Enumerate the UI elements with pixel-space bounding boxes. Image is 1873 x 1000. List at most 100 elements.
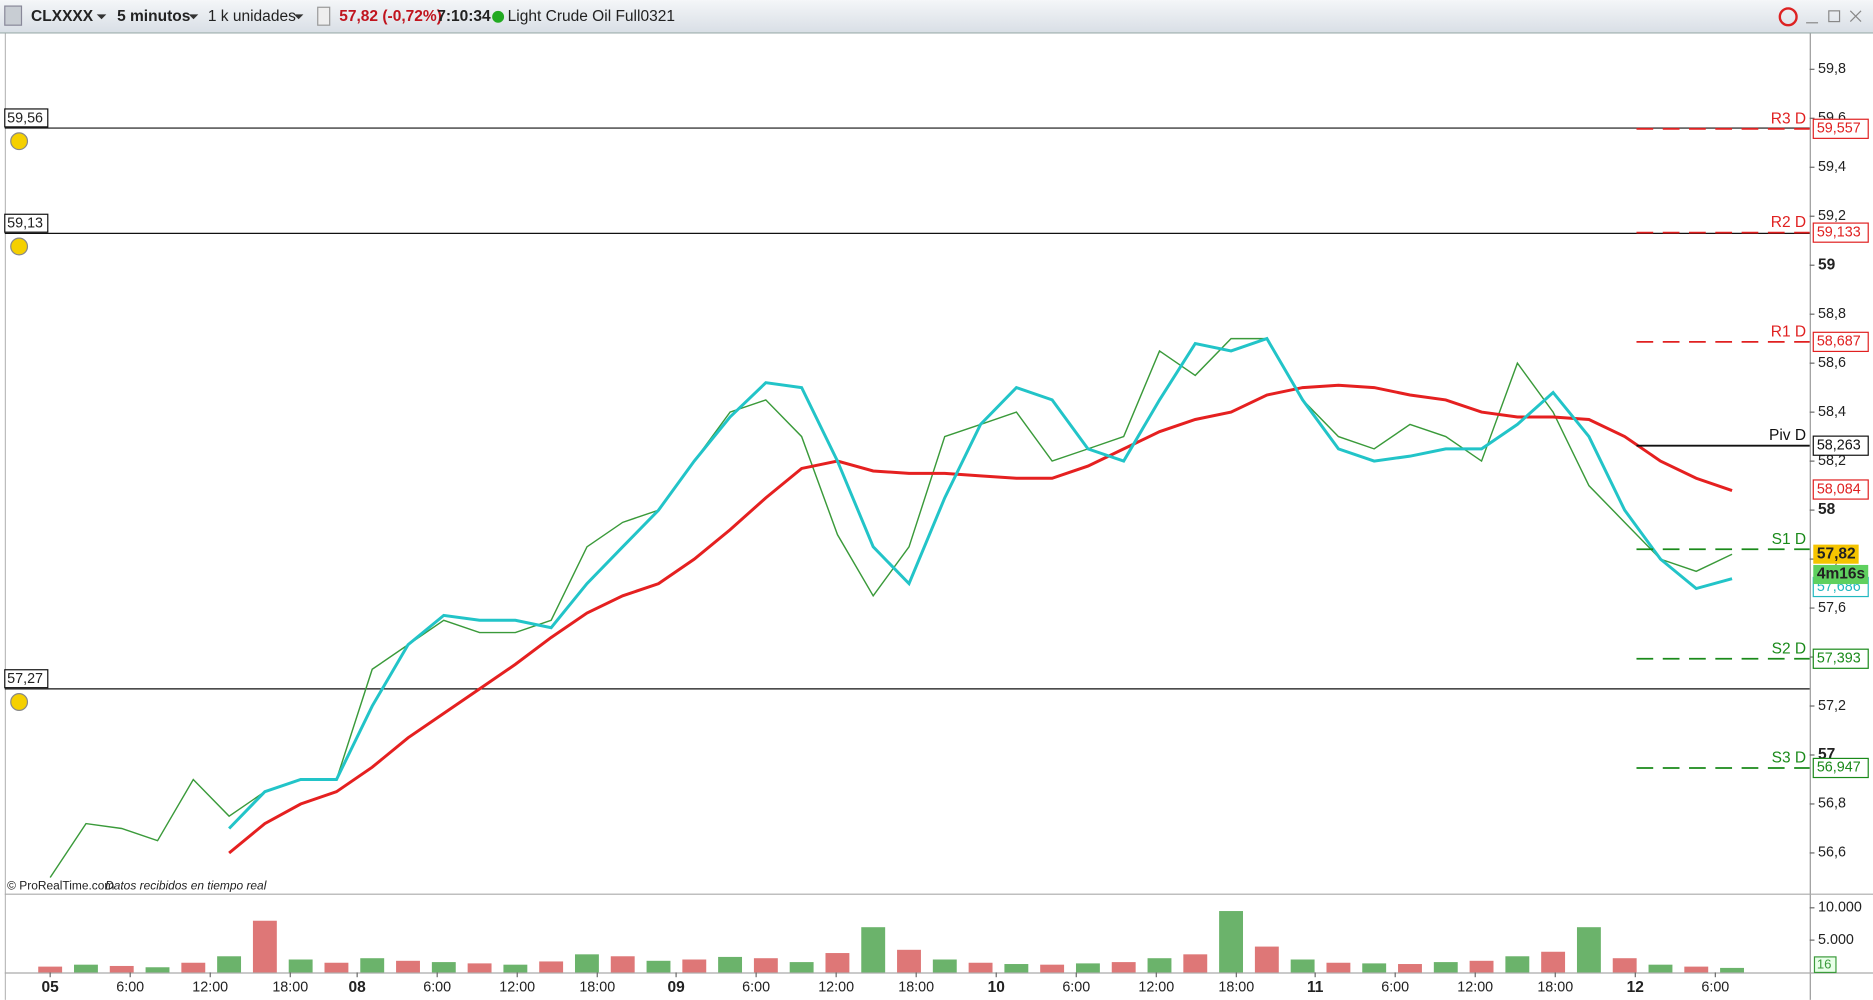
y-tick-label: 58,6 [1818,355,1846,371]
volume-bar [932,959,957,973]
status-dot [492,10,505,23]
pivot-label: R1 D [1771,323,1806,340]
volume-bar [1075,963,1100,973]
volume-bar [861,927,886,973]
pivot-label: Piv D [1769,427,1806,444]
instrument-name: Light Crude Oil Full0321 [508,8,675,25]
alert-bell [10,237,29,256]
volume-bar [396,960,420,973]
volume-bar [1004,964,1029,973]
x-tick-label: 10 [988,979,1005,996]
volume-bar [252,920,277,973]
x-tick-label: 11 [1307,979,1324,996]
x-tick-label: 6:00 [1062,980,1090,996]
price-tag-label: 57,82 [1817,545,1856,562]
volume-bar [181,962,206,973]
volume-bar [503,964,528,973]
volume-tick-label: 10.000 [1818,900,1862,916]
y-tick-label: 59,8 [1818,61,1846,77]
pivot-value-box [1812,757,1869,779]
pivot-value: 57,393 [1817,651,1861,667]
volume-bar [1111,962,1136,973]
pivot-label: S3 D [1772,750,1807,767]
volume-bar [1576,927,1601,973]
volume-bar [897,949,921,973]
info-icon[interactable] [317,6,331,26]
pivot-value: 58,687 [1817,334,1861,350]
timer-label: 4m16s [1817,566,1865,583]
pivot-label: R2 D [1771,214,1806,231]
alert-box [4,108,49,128]
volume-bar [288,959,313,973]
pivot-value-box [1812,648,1869,669]
window-controls[interactable] [1778,7,1862,27]
y-tick-label: 58 [1818,501,1836,518]
units[interactable]: 1 k unidades [208,8,296,25]
pivot-value: 59,133 [1817,224,1861,240]
volume-tick-label: 5.000 [1818,932,1854,948]
price-tag [1813,544,1859,564]
x-tick-label: 12:00 [499,980,535,996]
alert-label: 57,27 [7,671,43,687]
volume-bar [1183,954,1208,973]
volume-bar [38,966,63,973]
volume-badge [1813,956,1837,974]
y-tick-label: 59 [1818,256,1836,273]
menu-icon[interactable] [4,5,23,26]
volume-bar [1254,946,1279,973]
volume-bar [1684,966,1709,973]
alert-box [4,669,49,689]
x-tick-label: 12:00 [1457,980,1493,996]
close[interactable] [1849,10,1862,23]
pivot-value-box [1812,331,1869,353]
pivot-value-box [1812,435,1869,456]
volume-bar [1040,964,1065,973]
x-tick-label: 6:00 [1701,980,1729,996]
volume-bar [968,962,993,973]
volume-bar [109,965,134,973]
volume-bar [610,956,635,973]
y-tick-label: 57,2 [1818,698,1846,714]
alert-bell [10,132,29,151]
restore[interactable] [1828,10,1841,23]
volume-bar [1505,956,1530,973]
volume-badge-label: 16 [1817,957,1832,972]
volume-bar [74,964,98,973]
x-tick-label: 05 [42,979,60,996]
x-tick-label: 18:00 [1218,980,1254,996]
sync-icon[interactable] [1778,7,1798,27]
x-tick-label: 6:00 [742,980,770,996]
volume-bar [574,954,599,973]
symbol[interactable]: CLXXXX [31,8,94,25]
volume-bar [539,961,564,973]
volume-bar [360,958,385,973]
toolbar [0,0,1873,33]
x-tick-label: 6:00 [423,980,451,996]
volume-bar [753,958,778,973]
price-change: 57,82 (-0,72%) [339,8,442,25]
x-tick-label: 12 [1627,979,1645,996]
volume-bar [825,953,850,973]
copyright: © ProRealTime.com [7,879,114,893]
volume-bar [1720,967,1744,973]
alert-label: 59,13 [7,216,43,232]
volume-bar [431,962,456,973]
axis-tag [1812,479,1869,500]
moving-average [228,383,1733,855]
alert-box [4,213,49,233]
volume-bar [1541,951,1566,973]
volume-bar [1326,962,1351,973]
y-tick-label: 59,2 [1818,208,1846,224]
x-tick-label: 18:00 [579,980,615,996]
volume-bar [718,956,743,973]
x-tick-label: 6:00 [1381,980,1409,996]
price-line [49,337,1733,878]
volume-bar [1290,959,1315,973]
volume-bar [1147,958,1172,973]
volume-bar [324,962,349,973]
volume-bar [1612,958,1637,973]
y-tick-label: 56,6 [1818,845,1846,861]
interval[interactable]: 5 minutos [117,8,190,25]
